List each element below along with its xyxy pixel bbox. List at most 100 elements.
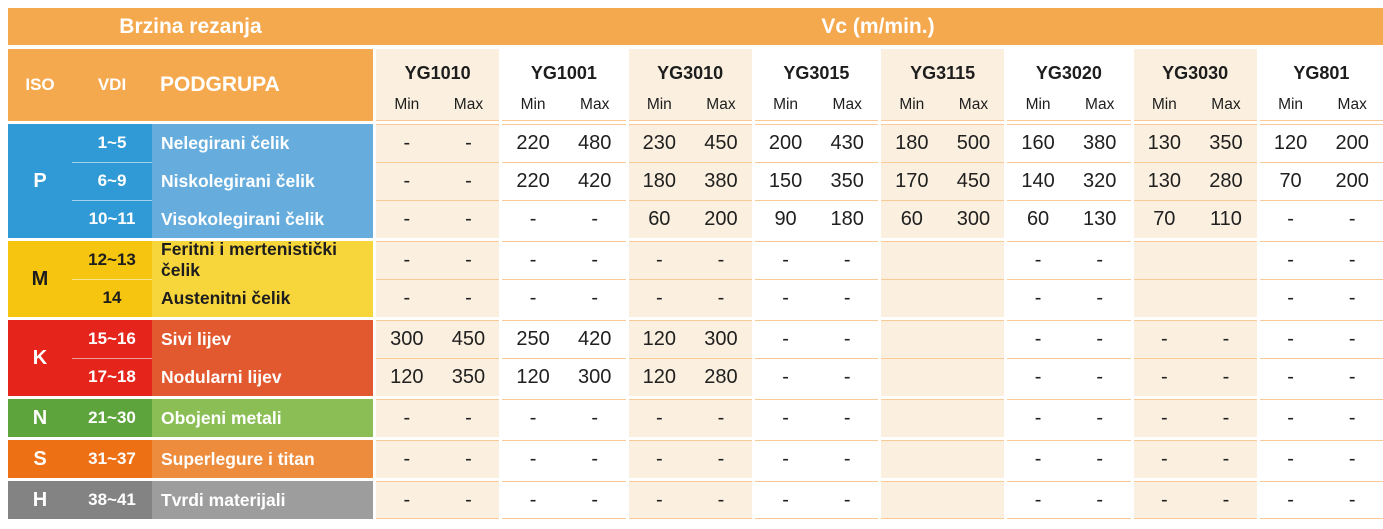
podgrupa-cell: Superlegure i titan [152, 440, 373, 478]
grade-name-label: YG1010 [404, 62, 471, 83]
title-vc-units: Vc (m/min.) [821, 14, 935, 38]
min-value-cell: - [655, 488, 663, 511]
value-group: -- [502, 241, 626, 279]
value-group: -- [754, 440, 878, 478]
value-group: 250 420 [502, 320, 626, 358]
value-group: -- [1007, 279, 1131, 317]
value-group: -- [1133, 481, 1257, 519]
table-section: M 12~13 Feritni i mertenistički čelik - - - - -… [8, 239, 1383, 317]
min-value-cell: - [1034, 448, 1042, 470]
value-group: -- [1133, 399, 1257, 437]
max-value-cell: - [1348, 407, 1356, 429]
vdi-cell: 31~37 [72, 440, 152, 478]
value-group: -- [628, 241, 752, 279]
min-label: Min [1151, 96, 1177, 113]
max-value-cell: 200 [1335, 170, 1369, 192]
value-group: -- [1259, 200, 1383, 238]
max-value-cell: - [1222, 448, 1230, 470]
vdi-cell: 12~13 [72, 241, 152, 279]
section-rows: 1~5 Nelegirani čelik - -220 480 230 450 200 430 1… [72, 124, 1383, 238]
max-value-cell: - [1348, 366, 1356, 388]
max-value-cell: - [1096, 287, 1104, 309]
max-value-cell: - [843, 407, 851, 429]
value-group: 70 200 [1259, 162, 1383, 200]
max-label: Max [1211, 96, 1241, 113]
value-group: 120 280 [628, 358, 752, 396]
max-value-cell: - [591, 488, 599, 511]
min-value-cell [881, 359, 943, 396]
max-value-cell: - [465, 208, 472, 230]
min-label: Min [899, 96, 925, 113]
max-value-cell: - [1348, 488, 1356, 511]
max-value-cell: - [843, 287, 851, 309]
value-group: -- [1007, 399, 1131, 437]
max-value-cell: - [465, 132, 472, 154]
minmax-row: Min Max [881, 93, 1004, 120]
grade-header-group: YG3115 Min Max [881, 49, 1005, 121]
min-value-cell: - [782, 287, 789, 309]
minmax-row: Min Max [755, 93, 878, 120]
max-value-cell: 280 [1209, 170, 1243, 192]
max-value-cell: 350 [830, 170, 864, 192]
value-group: 70 110 [1133, 200, 1257, 238]
value-group: 60 130 [1007, 200, 1131, 238]
max-value-cell: 500 [956, 132, 991, 154]
max-value-cell: - [717, 448, 725, 470]
value-group: -- [1259, 481, 1383, 519]
podgrupa-column-header: PODGRUPA [160, 73, 280, 96]
max-value-cell: - [1096, 249, 1104, 271]
max-value-cell: - [1096, 328, 1104, 350]
min-value-cell: - [1160, 488, 1168, 511]
min-label: Min [394, 96, 420, 113]
iso-cell: N [8, 399, 72, 437]
min-value-cell: 180 [642, 170, 676, 192]
max-value-cell: - [465, 287, 472, 309]
max-value-cell: - [1348, 208, 1356, 230]
value-group: -- [754, 279, 878, 317]
grade-header-group: YG801 Min Max [1259, 49, 1383, 121]
max-value-cell: 110 [1209, 208, 1242, 230]
table-title-band: Brzina rezanja Vc (m/min.) [8, 8, 1383, 45]
min-value-cell [881, 242, 943, 279]
value-group: 140 320 [1007, 162, 1131, 200]
table-section: N 21~30 Obojeni metali - - - - - - - - - - - - - - [8, 399, 1383, 437]
max-value-cell: - [717, 407, 725, 429]
max-value-cell: 430 [830, 132, 864, 154]
min-value-cell: 130 [1147, 132, 1181, 154]
value-group: 230 450 [628, 124, 752, 162]
value-group: 60 300 [881, 200, 1005, 238]
max-label: Max [1085, 96, 1115, 113]
table-row: 12~13 Feritni i mertenistički čelik - - - - - -… [72, 239, 1383, 280]
min-value-cell: 220 [516, 170, 550, 192]
value-group: -- [376, 124, 500, 162]
max-value-cell: - [591, 249, 599, 271]
value-group: -- [376, 481, 500, 519]
min-value-cell: - [403, 208, 411, 230]
value-group: 120 300 [628, 320, 752, 358]
podgrupa-cell: Austenitni čelik [152, 279, 373, 317]
max-label: Max [958, 96, 989, 113]
table-section: P 1~5 Nelegirani čelik - -220 480 230 450 200 430… [8, 124, 1383, 238]
max-value-cell: 450 [704, 132, 738, 154]
table-row: 1~5 Nelegirani čelik - -220 480 230 450 200 430 1… [72, 124, 1383, 162]
value-group: 180 500 [881, 124, 1005, 162]
max-value-cell: 180 [830, 208, 864, 230]
max-value-cell: - [843, 448, 851, 470]
min-value-cell: 220 [516, 132, 550, 154]
value-group: -- [754, 320, 878, 358]
value-group: -- [1133, 358, 1257, 396]
minmax-row: Min Max [1134, 93, 1257, 120]
min-value-cell: - [1034, 488, 1042, 511]
value-group: -- [502, 481, 626, 519]
podgrupa-cell: Obojeni metali [152, 399, 373, 437]
value-group: 220 480 [502, 124, 626, 162]
min-value-cell: - [1160, 366, 1168, 388]
max-value-cell: 480 [578, 132, 612, 154]
section-rows: 38~41 Tvrdi materijali - - - - - - - - - - - - - - [72, 481, 1383, 519]
table-section: K 15~16 Sivi lijev 300 450 250 420 120 300- - - - - -… [8, 320, 1383, 396]
grade-name-label: YG3015 [783, 62, 850, 83]
value-group: 120 350 [376, 358, 500, 396]
min-value-cell [881, 441, 943, 478]
min-value-cell: - [1287, 208, 1294, 230]
min-value-cell: - [529, 448, 537, 470]
